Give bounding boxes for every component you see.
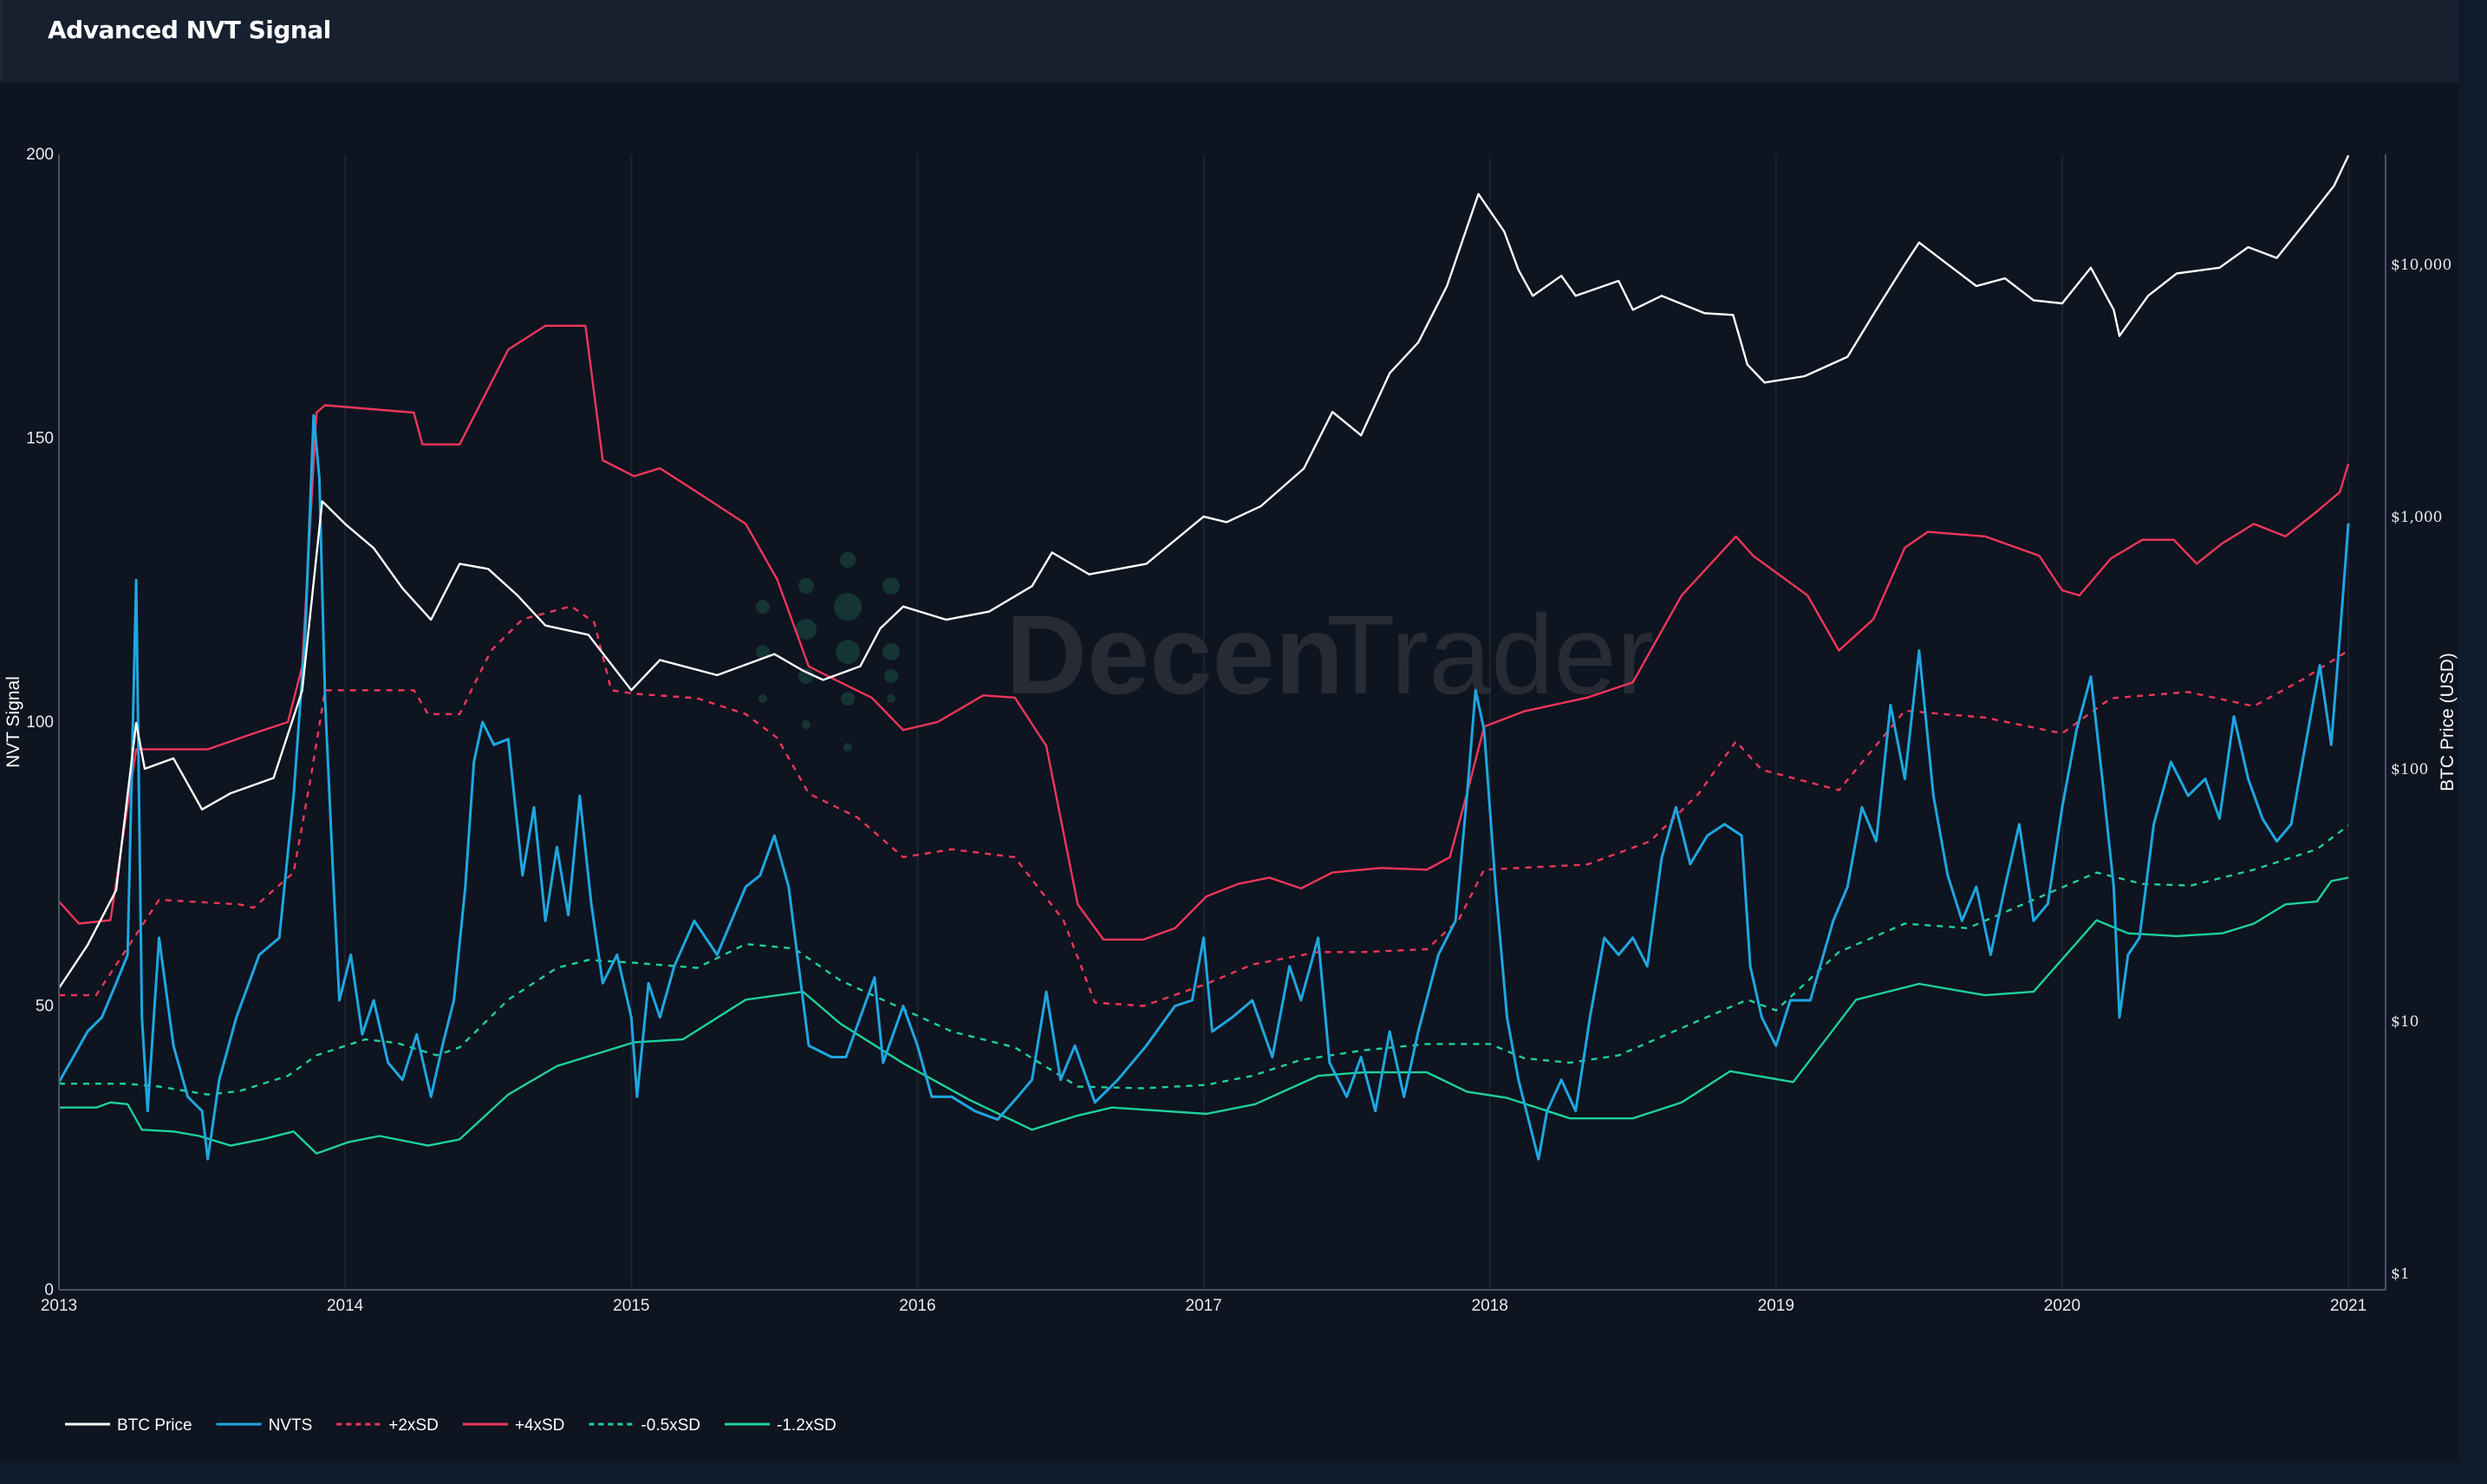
- y-tick-label: 200: [26, 146, 54, 164]
- series-layer: [57, 154, 2350, 1161]
- right-panel-edge: [2458, 0, 2487, 1484]
- grid-lines: [344, 154, 2350, 1290]
- chart-title: Advanced NVT Signal: [48, 16, 331, 44]
- y-tick-label: 150: [26, 430, 54, 448]
- legend-label: BTC Price: [117, 1416, 192, 1435]
- x-tick-label: 2017: [1185, 1297, 1221, 1315]
- y2-tick-label: $1: [2391, 1266, 2410, 1283]
- legend-label: +2xSD: [388, 1416, 439, 1435]
- x-tick-label: 2018: [1472, 1297, 1508, 1315]
- bottom-panel-edge: [0, 1462, 2458, 1484]
- legend-label: +4xSD: [515, 1416, 565, 1435]
- series-line--4xsd: [58, 324, 2350, 941]
- legend: BTC Price NVTS +2xSD +4xSD -0.5xSD -1.2xSD: [65, 1416, 837, 1435]
- watermark-logo-icon: [756, 552, 900, 752]
- x-tick-label: 2013: [41, 1297, 77, 1315]
- x-tick-label: 2015: [613, 1297, 649, 1315]
- x-tick-label: 2021: [2330, 1297, 2367, 1315]
- legend-item--1-2xsd[interactable]: -1.2xSD: [725, 1416, 837, 1435]
- series-line--1-2xsd: [59, 876, 2349, 1155]
- legend-item--4xsd[interactable]: +4xSD: [462, 1416, 565, 1435]
- tick-labels: 2013 2014 2015 2016 2017 2018 2019 2020 2021 0 50 1…: [26, 146, 2451, 1315]
- y2-tick-label: $10,000: [2391, 257, 2451, 274]
- y-axis-title: NVT Signal: [3, 676, 23, 768]
- x-tick-label: 2016: [899, 1297, 935, 1315]
- legend-item-nvts[interactable]: NVTS: [216, 1416, 313, 1435]
- y2-tick-label: $1,000: [2391, 509, 2442, 526]
- watermark-text-trader: Trader: [1326, 591, 1654, 718]
- legend-item-btc-price[interactable]: BTC Price: [65, 1416, 192, 1435]
- legend-item--0-5xsd[interactable]: -0.5xSD: [589, 1416, 700, 1435]
- y2-tick-label: $10: [2391, 1013, 2419, 1031]
- x-tick-label: 2019: [1758, 1297, 1794, 1315]
- legend-label: NVTS: [269, 1416, 313, 1435]
- decentrader-watermark: Decen Trader: [756, 552, 1654, 752]
- axes: NVT Signal BTC Price (USD): [3, 154, 2458, 1291]
- x-tick-label: 2014: [327, 1297, 364, 1315]
- y2-tick-label: $100: [2391, 761, 2428, 778]
- y-tick-label: 50: [36, 998, 54, 1016]
- y2-axis-title: BTC Price (USD): [2438, 653, 2458, 791]
- x-tick-label: 2020: [2044, 1297, 2080, 1315]
- legend-label: -1.2xSD: [777, 1416, 837, 1435]
- y-tick-label: 0: [44, 1281, 54, 1299]
- legend-item--2xsd[interactable]: +2xSD: [336, 1416, 439, 1435]
- y-tick-label: 100: [26, 713, 54, 732]
- watermark-text-decen: Decen: [1006, 591, 1344, 718]
- series-line-btc-price: [58, 154, 2350, 989]
- chart-header: Advanced NVT Signal: [0, 0, 2458, 82]
- legend-label: -0.5xSD: [641, 1416, 700, 1435]
- series-line-nvts: [57, 413, 2350, 1161]
- series-line--2xsd: [59, 605, 2349, 1007]
